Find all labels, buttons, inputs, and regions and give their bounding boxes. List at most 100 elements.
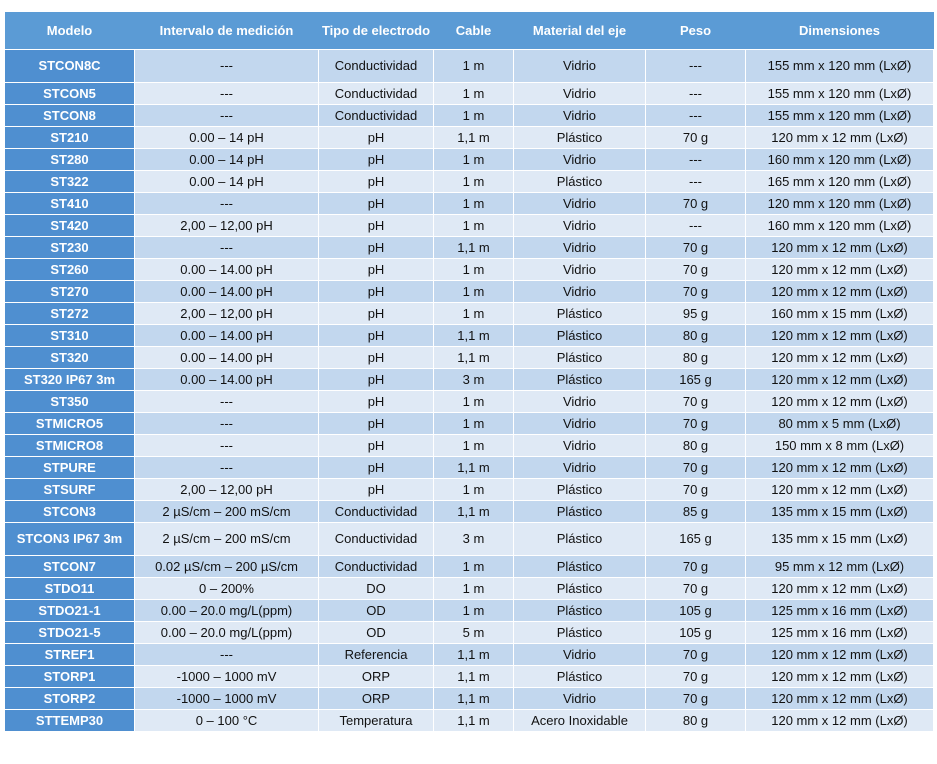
table-cell: 1 m bbox=[433, 555, 514, 578]
table-cell: 0.00 – 14.00 pH bbox=[134, 258, 319, 281]
table-cell: Vidrio bbox=[513, 280, 646, 303]
table-cell: OD bbox=[318, 621, 434, 644]
table-cell: pH bbox=[318, 280, 434, 303]
table-row: ST420 2,00 – 12,00 pH pH 1 m Vidrio --- 160 mm… bbox=[4, 214, 934, 237]
table-cell: 80 g bbox=[645, 709, 746, 732]
table-cell: 0.00 – 14 pH bbox=[134, 170, 319, 193]
table-cell: --- bbox=[645, 49, 746, 83]
table-cell: Temperatura bbox=[318, 709, 434, 732]
model-cell: STCON8 bbox=[4, 104, 135, 127]
model-cell: STCON7 bbox=[4, 555, 135, 578]
table-cell: pH bbox=[318, 456, 434, 479]
table-cell: 70 g bbox=[645, 665, 746, 688]
table-cell: --- bbox=[134, 412, 319, 435]
table-cell: pH bbox=[318, 346, 434, 369]
header-row: Modelo Intervalo de medición Tipo de elect… bbox=[4, 12, 934, 50]
table-cell: 0 – 100 °C bbox=[134, 709, 319, 732]
table-cell: 160 mm x 120 mm (LxØ) bbox=[745, 214, 934, 237]
table-cell: Vidrio bbox=[513, 258, 646, 281]
table-cell: 120 mm x 12 mm (LxØ) bbox=[745, 390, 934, 413]
model-cell: STCON8C bbox=[4, 49, 135, 83]
table-cell: Conductividad bbox=[318, 522, 434, 556]
table-cell: pH bbox=[318, 390, 434, 413]
table-cell: 1 m bbox=[433, 192, 514, 215]
table-row: STDO21-1 0.00 – 20.0 mg/L(ppm) OD 1 m Plásti… bbox=[4, 599, 934, 622]
table-cell: Plástico bbox=[513, 522, 646, 556]
table-cell: --- bbox=[645, 170, 746, 193]
table-cell: 0.00 – 20.0 mg/L(ppm) bbox=[134, 599, 319, 622]
table-cell: -1000 – 1000 mV bbox=[134, 665, 319, 688]
table-cell: 85 g bbox=[645, 500, 746, 523]
table-cell: Vidrio bbox=[513, 643, 646, 666]
table-cell: 120 mm x 12 mm (LxØ) bbox=[745, 665, 934, 688]
table-row: ST320 IP67 3m 0.00 – 14.00 pH pH 3 m Plástic… bbox=[4, 368, 934, 391]
table-cell: --- bbox=[645, 214, 746, 237]
table-cell: Plástico bbox=[513, 126, 646, 149]
table-cell: Plástico bbox=[513, 577, 646, 600]
table-cell: 70 g bbox=[645, 687, 746, 710]
table-cell: Plástico bbox=[513, 500, 646, 523]
table-cell: OD bbox=[318, 599, 434, 622]
table-cell: 80 g bbox=[645, 346, 746, 369]
model-cell: STDO21-1 bbox=[4, 599, 135, 622]
table-cell: 120 mm x 12 mm (LxØ) bbox=[745, 346, 934, 369]
table-cell: --- bbox=[134, 49, 319, 83]
table-cell: pH bbox=[318, 412, 434, 435]
table-cell: 1 m bbox=[433, 302, 514, 325]
table-cell: --- bbox=[645, 82, 746, 105]
table-row: ST272 2,00 – 12,00 pH pH 1 m Plástico 95 g 160… bbox=[4, 302, 934, 325]
table-cell: 2,00 – 12,00 pH bbox=[134, 214, 319, 237]
table-cell: 70 g bbox=[645, 478, 746, 501]
table-cell: 1 m bbox=[433, 478, 514, 501]
table-cell: 135 mm x 15 mm (LxØ) bbox=[745, 522, 934, 556]
table-cell: 135 mm x 15 mm (LxØ) bbox=[745, 500, 934, 523]
table-cell: Plástico bbox=[513, 170, 646, 193]
table-row: ST210 0.00 – 14 pH pH 1,1 m Plástico 70 g 120 … bbox=[4, 126, 934, 149]
table-cell: 1 m bbox=[433, 599, 514, 622]
table-cell: 105 g bbox=[645, 621, 746, 644]
table-cell: 70 g bbox=[645, 555, 746, 578]
table-cell: 0 – 200% bbox=[134, 577, 319, 600]
table-cell: pH bbox=[318, 126, 434, 149]
table-cell: 70 g bbox=[645, 280, 746, 303]
table-cell: pH bbox=[318, 302, 434, 325]
table-cell: 0.00 – 14.00 pH bbox=[134, 280, 319, 303]
table-cell: 80 g bbox=[645, 324, 746, 347]
table-cell: 120 mm x 12 mm (LxØ) bbox=[745, 126, 934, 149]
table-cell: 1 m bbox=[433, 390, 514, 413]
table-cell: 120 mm x 12 mm (LxØ) bbox=[745, 456, 934, 479]
table-row: STTEMP30 0 – 100 °C Temperatura 1,1 m Acero … bbox=[4, 709, 934, 732]
table-cell: Plástico bbox=[513, 665, 646, 688]
model-cell: STDO21-5 bbox=[4, 621, 135, 644]
table-cell: pH bbox=[318, 236, 434, 259]
model-cell: STMICRO5 bbox=[4, 412, 135, 435]
table-row: STCON8 --- Conductividad 1 m Vidrio --- 155 mm… bbox=[4, 104, 934, 127]
model-cell: STREF1 bbox=[4, 643, 135, 666]
table-cell: 2,00 – 12,00 pH bbox=[134, 302, 319, 325]
table-cell: --- bbox=[134, 390, 319, 413]
model-cell: ST320 bbox=[4, 346, 135, 369]
column-header: Modelo bbox=[4, 12, 135, 50]
table-row: ST350 --- pH 1 m Vidrio 70 g 120 mm x 12 mm (L… bbox=[4, 390, 934, 413]
table-cell: ORP bbox=[318, 665, 434, 688]
table-cell: -1000 – 1000 mV bbox=[134, 687, 319, 710]
table-cell: 150 mm x 8 mm (LxØ) bbox=[745, 434, 934, 457]
table-cell: Vidrio bbox=[513, 390, 646, 413]
table-cell: 120 mm x 12 mm (LxØ) bbox=[745, 368, 934, 391]
table-cell: Plástico bbox=[513, 302, 646, 325]
table-row: STMICRO8 --- pH 1 m Vidrio 80 g 150 mm x 8 mm … bbox=[4, 434, 934, 457]
model-cell: ST410 bbox=[4, 192, 135, 215]
table-cell: 70 g bbox=[645, 412, 746, 435]
table-cell: 1 m bbox=[433, 104, 514, 127]
table-cell: pH bbox=[318, 148, 434, 171]
table-cell: Conductividad bbox=[318, 82, 434, 105]
model-cell: STPURE bbox=[4, 456, 135, 479]
model-cell: STORP1 bbox=[4, 665, 135, 688]
table-cell: ORP bbox=[318, 687, 434, 710]
table-cell: Plástico bbox=[513, 346, 646, 369]
table-cell: 120 mm x 12 mm (LxØ) bbox=[745, 258, 934, 281]
table-cell: --- bbox=[134, 104, 319, 127]
table-cell: 120 mm x 12 mm (LxØ) bbox=[745, 280, 934, 303]
